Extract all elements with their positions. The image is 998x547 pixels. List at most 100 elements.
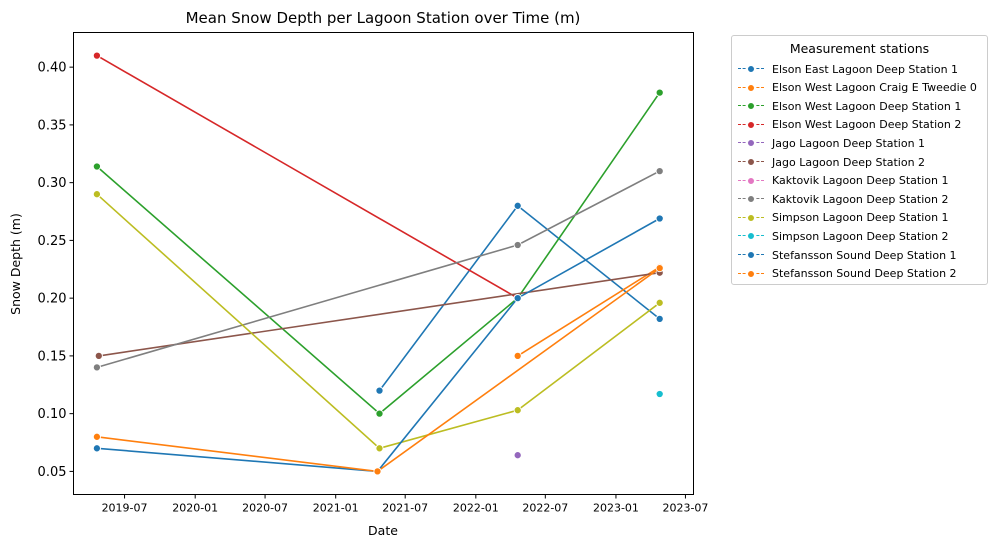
legend-swatch <box>738 210 764 226</box>
legend-swatch <box>738 98 764 114</box>
data-point <box>513 406 522 415</box>
data-point <box>92 51 101 60</box>
data-point <box>375 444 384 453</box>
x-tick-label: 2023-01 <box>593 502 639 515</box>
data-point <box>94 351 103 360</box>
series-3 <box>92 51 522 303</box>
y-axis-label: Snow Depth (m) <box>8 213 23 315</box>
data-point <box>655 314 664 323</box>
legend-label: Elson West Lagoon Deep Station 1 <box>772 99 962 113</box>
data-point <box>513 351 522 360</box>
legend-swatch <box>738 80 764 96</box>
x-tick-label: 2021-01 <box>313 502 359 515</box>
legend-label: Elson West Lagoon Deep Station 2 <box>772 118 962 132</box>
data-point <box>655 88 664 97</box>
legend-label: Simpson Lagoon Deep Station 1 <box>772 211 949 225</box>
data-point <box>513 294 522 303</box>
y-tick-label: 0.35 <box>38 118 67 133</box>
legend-label: Stefansson Sound Deep Station 1 <box>772 248 957 262</box>
series-1 <box>513 262 664 360</box>
y-tick-label: 0.05 <box>38 465 67 480</box>
series-4 <box>513 451 522 460</box>
chart-title: Mean Snow Depth per Lagoon Station over … <box>186 9 581 27</box>
legend-item: Elson West Lagoon Craig E Tweedie 0 <box>738 80 977 96</box>
plot-frame <box>73 32 694 495</box>
legend: Measurement stations Elson East Lagoon D… <box>731 35 988 285</box>
legend-swatch <box>738 117 764 133</box>
data-point <box>513 451 522 460</box>
legend-label: Elson East Lagoon Deep Station 1 <box>772 62 959 76</box>
y-tick-label: 0.20 <box>38 292 67 307</box>
data-point <box>655 264 664 273</box>
legend-title: Measurement stations <box>789 41 930 56</box>
y-tick-label: 0.15 <box>38 349 67 364</box>
data-point <box>92 444 101 453</box>
legend-label: Kaktovik Lagoon Deep Station 2 <box>772 192 949 206</box>
y-tick-label: 0.10 <box>38 407 67 422</box>
data-point <box>92 432 101 441</box>
legend-label: Kaktovik Lagoon Deep Station 1 <box>772 174 949 188</box>
x-axis-label: Date <box>368 523 398 538</box>
legend-swatch <box>738 173 764 189</box>
legend-item: Stefansson Sound Deep Station 2 <box>738 266 957 282</box>
data-point <box>92 363 101 372</box>
legend-swatch <box>738 228 764 244</box>
data-point <box>92 190 101 199</box>
legend-item: Elson West Lagoon Deep Station 2 <box>738 117 961 133</box>
data-point <box>92 162 101 171</box>
series-line <box>96 54 519 299</box>
legend-item: Simpson Lagoon Deep Station 2 <box>738 228 949 244</box>
legend-item: Kaktovik Lagoon Deep Station 2 <box>738 191 948 207</box>
data-point <box>655 167 664 176</box>
series-8 <box>92 190 664 453</box>
legend-swatch <box>738 191 764 207</box>
y-tick-label: 0.25 <box>38 234 67 249</box>
data-point <box>373 467 382 476</box>
x-tick-label: 2022-01 <box>453 502 499 515</box>
x-tick-label: 2022-07 <box>522 502 568 515</box>
legend-label: Stefansson Sound Deep Station 2 <box>772 267 957 281</box>
data-point <box>655 214 664 223</box>
legend-label: Simpson Lagoon Deep Station 2 <box>772 229 949 243</box>
data-point <box>513 201 522 210</box>
legend-item: Elson East Lagoon Deep Station 1 <box>738 61 958 77</box>
legend-item: Kaktovik Lagoon Deep Station 1 <box>738 173 948 189</box>
series-line <box>96 193 661 450</box>
series-9 <box>655 389 664 399</box>
x-tick-label: 2023-07 <box>662 502 708 515</box>
legend-swatch <box>738 247 764 263</box>
series-line <box>96 267 661 473</box>
legend-item: Jago Lagoon Deep Station 2 <box>738 154 925 170</box>
legend-label: Jago Lagoon Deep Station 2 <box>772 155 926 169</box>
legend-label: Elson West Lagoon Craig E Tweedie 0 <box>772 81 977 95</box>
x-tick-label: 2020-01 <box>172 502 218 515</box>
data-point <box>655 389 664 399</box>
data-point <box>375 409 384 418</box>
data-point <box>655 298 664 307</box>
series-line <box>98 271 660 357</box>
legend-swatch <box>738 61 764 77</box>
legend-item: Elson West Lagoon Deep Station 1 <box>738 98 961 114</box>
data-point <box>375 386 384 395</box>
series-5 <box>94 268 664 360</box>
series-11 <box>92 264 664 476</box>
series-7 <box>92 167 664 372</box>
legend-item: Stefansson Sound Deep Station 1 <box>738 247 957 263</box>
data-point <box>513 240 522 250</box>
legend-swatch <box>738 135 764 151</box>
x-tick-label: 2021-07 <box>382 502 428 515</box>
series-0 <box>375 201 664 395</box>
series-line <box>517 266 661 357</box>
series-line <box>96 92 661 415</box>
y-tick-label: 0.30 <box>38 176 67 191</box>
x-tick-label: 2019-07 <box>102 502 148 515</box>
y-tick-label: 0.40 <box>38 61 67 76</box>
legend-item: Jago Lagoon Deep Station 1 <box>738 135 925 151</box>
x-tick-label: 2020-07 <box>242 502 288 515</box>
plot-layer: 2019-07 2020-01 2020-07 2021-01 2021-07 2022-… <box>38 51 708 515</box>
legend-item: Simpson Lagoon Deep Station 1 <box>738 210 949 226</box>
series-line <box>96 217 661 473</box>
legend-swatch <box>738 154 764 170</box>
legend-swatch <box>738 266 764 282</box>
